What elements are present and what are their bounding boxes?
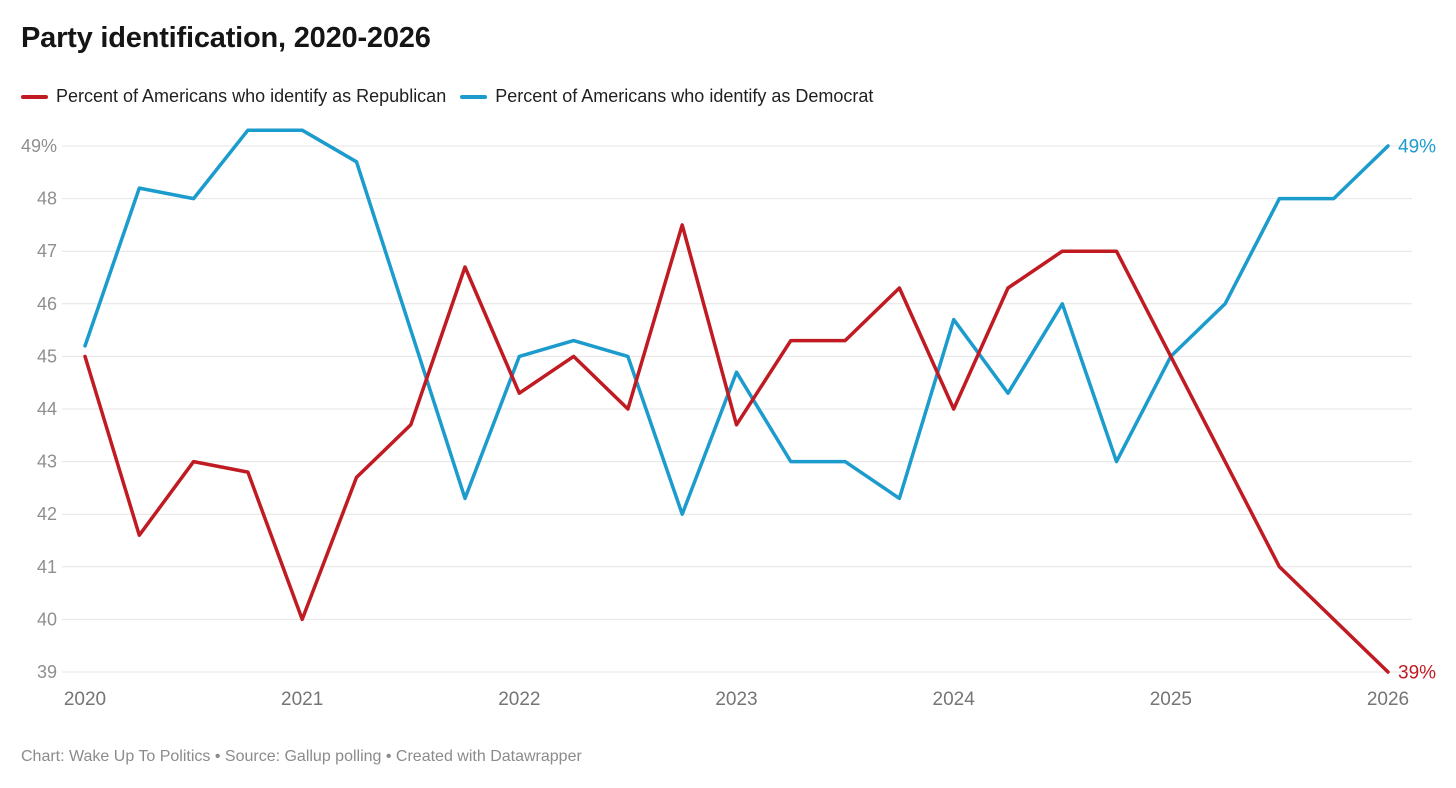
legend-label-republican: Percent of Americans who identify as Rep… bbox=[56, 86, 447, 106]
legend-item-democrat: Percent of Americans who identify as Dem… bbox=[460, 86, 873, 107]
legend-label-democrat: Percent of Americans who identify as Dem… bbox=[495, 86, 874, 106]
chart-footer: Chart: Wake Up To Politics • Source: Gal… bbox=[21, 748, 582, 765]
y-tick-label-46: 46 bbox=[37, 294, 57, 314]
x-tick-label-2026: 2026 bbox=[1367, 689, 1409, 710]
x-tick-label-2022: 2022 bbox=[498, 689, 540, 710]
x-tick-label-2024: 2024 bbox=[933, 689, 976, 710]
x-tick-label-2021: 2021 bbox=[281, 689, 323, 710]
end-label-democrat: 49% bbox=[1398, 137, 1436, 158]
y-tick-label-43: 43 bbox=[37, 452, 57, 472]
x-tick-label-2025: 2025 bbox=[1150, 689, 1192, 710]
y-tick-label-40: 40 bbox=[37, 609, 57, 629]
end-label-republican: 39% bbox=[1398, 663, 1436, 684]
x-tick-label-2023: 2023 bbox=[715, 689, 757, 710]
y-tick-label-48: 48 bbox=[37, 189, 57, 209]
series-line-republican bbox=[83, 223, 1390, 674]
legend: Percent of Americans who identify as Rep… bbox=[21, 86, 887, 107]
legend-dash-republican-icon bbox=[21, 94, 48, 99]
y-tick-label-49: 49% bbox=[21, 136, 57, 156]
y-tick-label-44: 44 bbox=[37, 399, 57, 419]
legend-dash-democrat-icon bbox=[460, 94, 488, 99]
legend-item-republican: Percent of Americans who identify as Rep… bbox=[21, 86, 446, 107]
x-tick-label-2020: 2020 bbox=[64, 689, 106, 710]
y-tick-label-42: 42 bbox=[37, 504, 57, 524]
y-tick-label-47: 47 bbox=[37, 241, 57, 261]
y-tick-label-45: 45 bbox=[37, 346, 57, 366]
y-tick-label-41: 41 bbox=[37, 557, 57, 577]
series-line-democrat bbox=[83, 128, 1390, 516]
chart-title: Party identification, 2020-2026 bbox=[21, 22, 431, 54]
line-chart: 49% 48 47 46 45 44 43 42 41 40 39 2020 2021 2022 2023 2… bbox=[21, 128, 1436, 710]
y-tick-label-39: 39 bbox=[37, 662, 57, 682]
